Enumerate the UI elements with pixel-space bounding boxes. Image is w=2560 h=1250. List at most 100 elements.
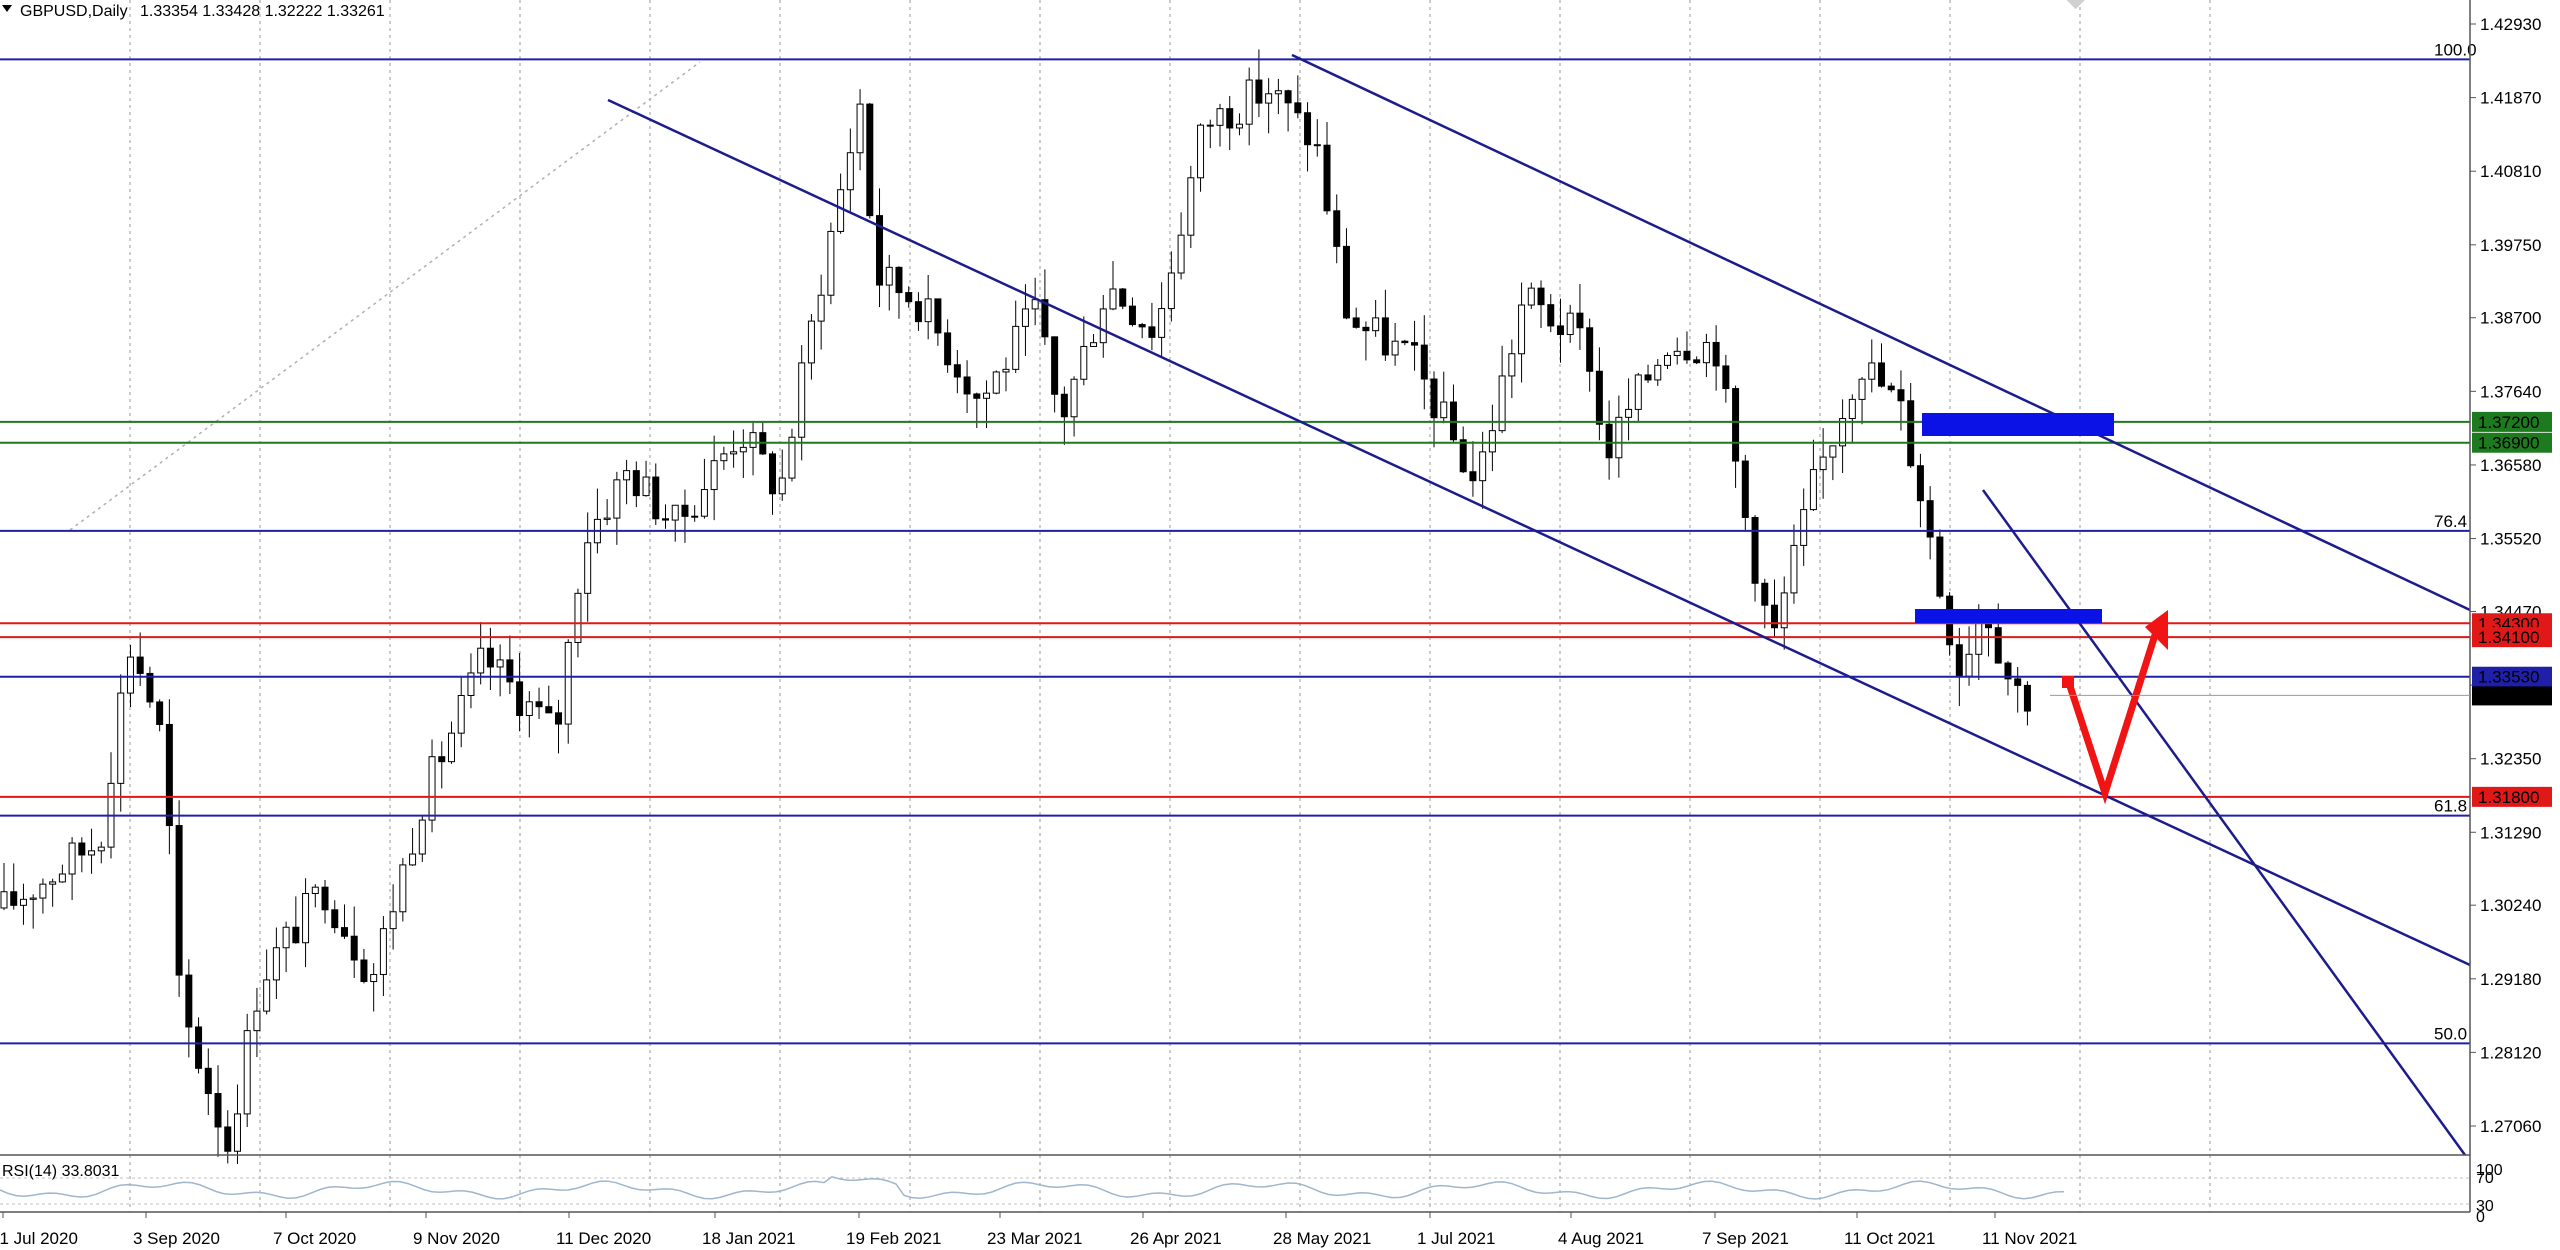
- candle-up: [778, 477, 786, 495]
- candle-down: [652, 476, 660, 520]
- candle-up: [1975, 622, 1983, 655]
- dotted-guideline: [69, 61, 701, 531]
- candle-up: [1858, 378, 1866, 400]
- steep-trendline[interactable]: [1981, 489, 2467, 1156]
- candle-up: [885, 266, 893, 286]
- candle-down: [1605, 423, 1613, 459]
- candle-up: [1012, 325, 1020, 370]
- price-badges: 1.372001.369001.343001.341001.335301.318…: [2050, 411, 2552, 807]
- last-price-badge: [2472, 686, 2552, 706]
- candle-up: [1187, 177, 1195, 236]
- forecast-arrow: [2062, 610, 2168, 805]
- trendlines: [607, 53, 2471, 1156]
- candle-up: [710, 460, 718, 491]
- candle-down: [136, 656, 144, 674]
- candle-up: [409, 853, 417, 866]
- candle-up: [1780, 592, 1788, 629]
- candle-up: [1566, 312, 1574, 336]
- candle-down: [156, 701, 164, 725]
- candle-up: [29, 897, 37, 900]
- candle-up: [1158, 308, 1166, 338]
- candle-down: [953, 364, 961, 378]
- x-tick-label: 23 Mar 2021: [987, 1229, 1082, 1248]
- candle-down: [554, 712, 562, 725]
- candle-down: [1878, 362, 1886, 387]
- candle-up: [311, 886, 319, 895]
- x-tick-label: 7 Oct 2020: [273, 1229, 356, 1248]
- rsi-panel: [0, 1175, 2470, 1205]
- candle-down: [1119, 288, 1127, 307]
- x-tick-label: 18 Jan 2021: [702, 1229, 796, 1248]
- candle-down: [914, 301, 922, 323]
- x-tick-label: 11 Oct 2021: [1844, 1229, 1935, 1248]
- price-badge-label: 1.37200: [2478, 413, 2539, 432]
- candle-up: [58, 873, 66, 883]
- candle-up: [39, 883, 47, 899]
- arrow-head-icon: [2145, 610, 2168, 650]
- candle-down: [2004, 662, 2012, 680]
- candle-up: [1216, 108, 1224, 126]
- candle-down: [545, 706, 553, 714]
- forecast-path[interactable]: [2064, 633, 2159, 805]
- candle-up: [837, 189, 845, 232]
- candle-up: [1167, 272, 1175, 310]
- triangle-down-icon[interactable]: [2, 5, 12, 12]
- candle-down: [895, 266, 903, 294]
- candle-up: [1177, 234, 1185, 274]
- candle-down: [1897, 389, 1905, 402]
- x-tick-label: 7 Sep 2021: [1702, 1229, 1789, 1248]
- candle-down: [1284, 90, 1292, 104]
- horizontal-levels: 100.0 76.4 61.8 50.0: [0, 40, 2477, 1045]
- candle-up: [691, 515, 699, 518]
- candle-down: [1041, 299, 1049, 338]
- y-tick-label: 1.37640: [2480, 382, 2541, 401]
- chart-frame: [0, 0, 2471, 1213]
- candle-down: [1547, 304, 1555, 327]
- candle-down: [535, 701, 543, 708]
- candle-down: [1741, 460, 1749, 518]
- candle-up: [1109, 288, 1117, 310]
- support-zones: [1915, 413, 2114, 623]
- candle-down: [1333, 210, 1341, 247]
- candle-down: [438, 756, 446, 763]
- candle-down: [292, 926, 300, 944]
- candle-up: [88, 850, 96, 856]
- candle-up: [272, 947, 280, 981]
- candle-up: [1021, 308, 1029, 327]
- candle-down: [2014, 678, 2022, 686]
- candle-up: [1527, 287, 1535, 306]
- candle-up: [1488, 430, 1496, 453]
- candle-down: [1304, 112, 1312, 146]
- candle-up: [671, 504, 679, 521]
- candle-down: [1294, 102, 1302, 114]
- candle-down: [1352, 317, 1360, 328]
- candle-up: [467, 672, 475, 696]
- channel-upper-trendline[interactable]: [1291, 53, 2471, 612]
- candle-down: [632, 470, 640, 497]
- y-tick-label: 1.28120: [2480, 1043, 2541, 1062]
- candle-up: [983, 392, 991, 399]
- channel-lower-trendline[interactable]: [607, 98, 2471, 967]
- candle-down: [1732, 388, 1740, 462]
- zone-upper[interactable]: [1922, 413, 2114, 436]
- zone-middle[interactable]: [1915, 609, 2102, 623]
- candle-down: [1761, 582, 1769, 606]
- candle-up: [603, 517, 611, 520]
- rsi-level-30: 30: [2476, 1198, 2494, 1215]
- candle-down: [331, 909, 339, 929]
- candle-down: [2023, 684, 2031, 712]
- candle-down: [769, 453, 777, 495]
- candle-down: [1770, 604, 1778, 629]
- candle-down: [1128, 305, 1136, 326]
- rsi-label: RSI(14) 33.8031: [2, 1163, 120, 1180]
- price-badge-label: 1.34100: [2478, 628, 2539, 647]
- price-badge: [2472, 432, 2552, 453]
- candle-up: [1518, 304, 1526, 355]
- x-tick-label: 31 Jul 2020: [0, 1229, 78, 1248]
- candle-up: [1800, 509, 1808, 546]
- candle-up: [642, 476, 650, 497]
- candle-up: [1615, 416, 1623, 459]
- candle-down: [681, 504, 689, 517]
